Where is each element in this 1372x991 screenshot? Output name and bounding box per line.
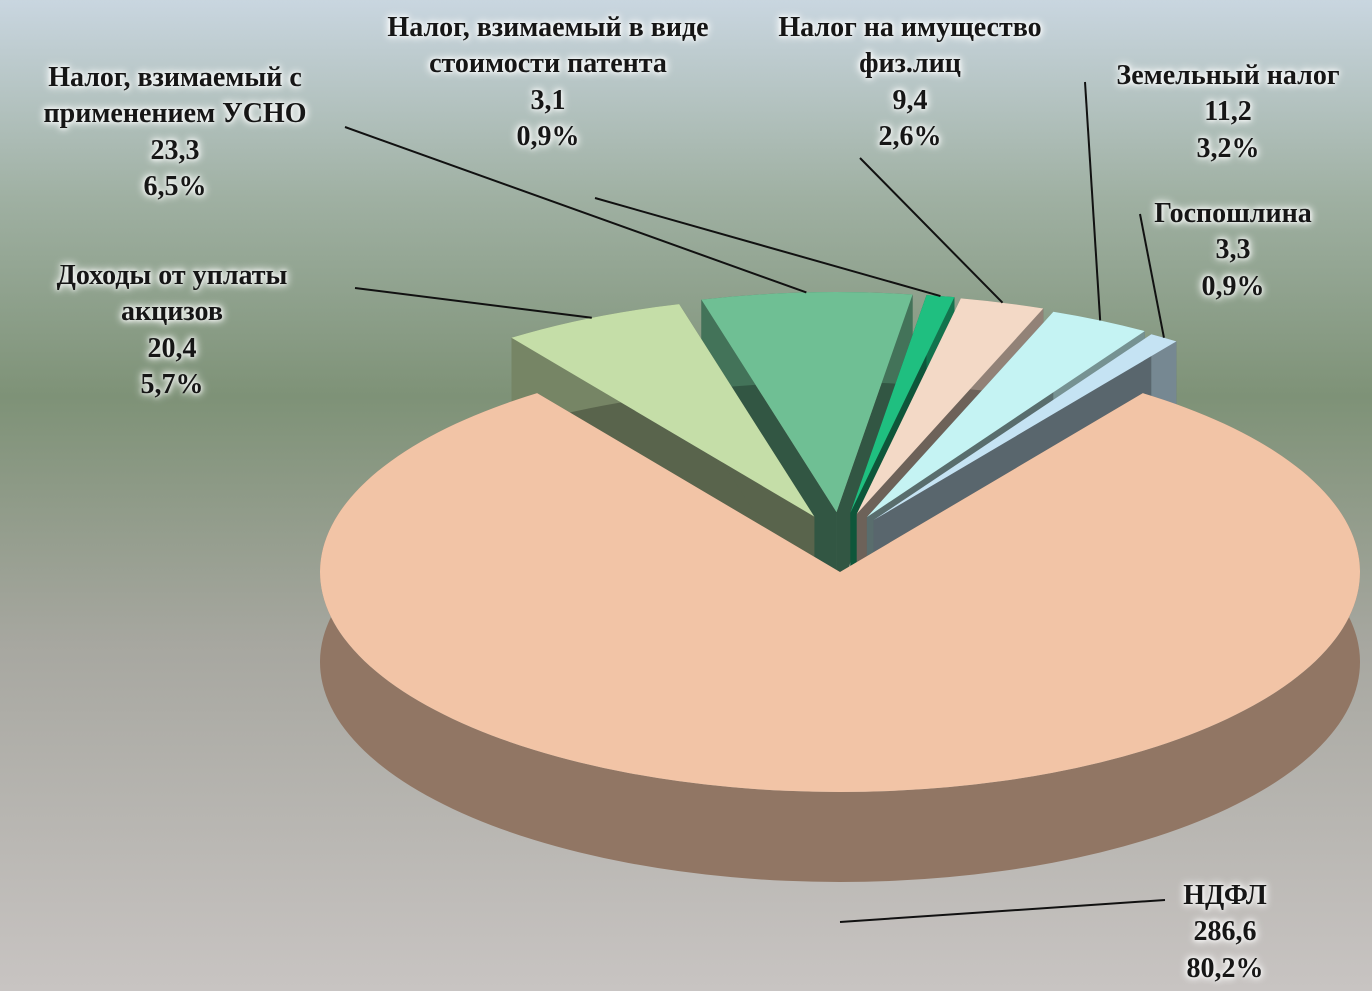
- slice: [850, 295, 955, 513]
- label-text: Земельный налог: [1116, 60, 1340, 91]
- label-text: 3,3: [1215, 234, 1251, 266]
- label-text: 2,6%: [878, 121, 942, 153]
- label-text: 0,9%: [1201, 270, 1265, 302]
- label-text: 11,2: [1204, 96, 1252, 128]
- label-text: 9,4: [892, 84, 928, 116]
- slice-label: Земельный налог 11,2 3,2%: [1083, 58, 1372, 167]
- slice: [873, 334, 1177, 521]
- label-text: 3,1: [530, 84, 566, 116]
- label-text: Налог, взимаемый в виде стоимости патент…: [387, 12, 709, 80]
- label-text: 286,6: [1193, 916, 1257, 948]
- label-text: 23,3: [150, 134, 200, 166]
- leader-line: [1084, 81, 1102, 321]
- label-text: Госпошлина: [1154, 198, 1312, 229]
- slice: [511, 304, 815, 517]
- label-text: 0,9%: [516, 121, 580, 153]
- slice-label: Налог, взимаемый в виде стоимости патент…: [383, 10, 713, 156]
- leader-line: [1139, 213, 1165, 338]
- label-text: Налог на имущество физ.лиц: [778, 12, 1042, 80]
- label-text: 3,2%: [1196, 132, 1260, 164]
- label-text: Доходы от уплаты акцизов: [56, 260, 288, 328]
- slice-label: Доходы от уплаты акцизов 20,4 5,7%: [12, 258, 332, 404]
- slice: [856, 298, 1044, 514]
- slice: [701, 292, 913, 513]
- label-text: 80,2%: [1186, 952, 1264, 984]
- label-text: 6,5%: [143, 171, 207, 203]
- slice-label: Налог на имущество физ.лиц 9,4 2,6%: [745, 10, 1075, 156]
- slice: [320, 393, 1360, 792]
- label-text: 20,4: [147, 332, 197, 364]
- leader-line: [594, 197, 941, 298]
- label-text: Налог, взимаемый с применением УСНО: [43, 62, 307, 130]
- label-text: 5,7%: [140, 369, 204, 401]
- leader-line: [344, 126, 807, 294]
- slice: [866, 311, 1145, 518]
- leader-line: [859, 157, 1004, 304]
- slice-label: Налог, взимаемый с применением УСНО 23,3 6…: [5, 60, 345, 206]
- leader-line: [354, 287, 592, 319]
- slice-label: Госпошлина 3,3 0,9%: [1123, 196, 1343, 305]
- label-text: НДФЛ: [1183, 880, 1267, 911]
- leader-line: [839, 899, 1166, 923]
- slice-label: НДФЛ 286,6 80,2%: [1115, 878, 1335, 987]
